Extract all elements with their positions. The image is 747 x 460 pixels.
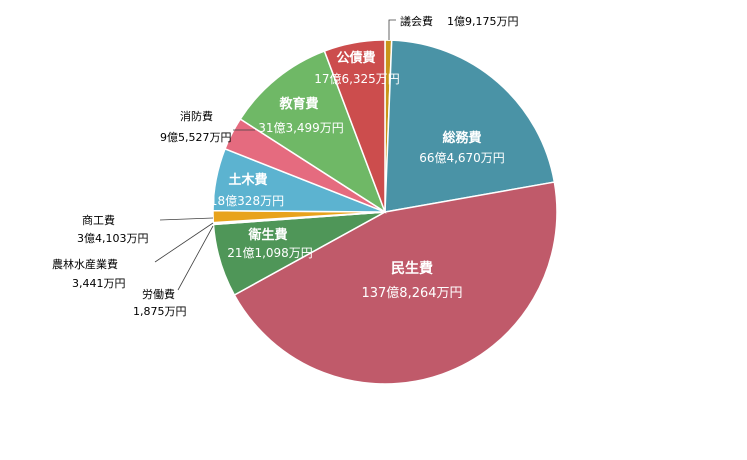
leader-line bbox=[177, 225, 214, 291]
slice-value-label: 1億9,175万円 bbox=[447, 15, 519, 28]
slice-value-label: 9億5,527万円 bbox=[160, 131, 232, 144]
leader-line bbox=[159, 217, 214, 221]
slice-name-label: 土木費 bbox=[228, 172, 267, 188]
slice-value-label: 17億6,325万円 bbox=[314, 72, 400, 86]
slice-name-label: 消防費 bbox=[180, 109, 213, 123]
slice-name-label: 教育費 bbox=[278, 96, 318, 112]
slice-label: 議会費 1億9,175万円 bbox=[400, 14, 519, 28]
pie-slice bbox=[239, 50, 387, 214]
pie-slices bbox=[212, 39, 558, 385]
slice-name-label: 公債費 bbox=[336, 50, 375, 66]
slice-name-label: 総務費 bbox=[442, 130, 481, 146]
slice-name-label: 商工費 bbox=[82, 213, 115, 227]
leader-line bbox=[154, 222, 214, 263]
pie-slice bbox=[323, 39, 386, 213]
slice-name-label: 民生費 bbox=[391, 260, 433, 277]
slice-value-label: 1,875万円 bbox=[133, 305, 187, 318]
slice-name-label: 議会費 bbox=[400, 14, 433, 28]
leader-line bbox=[388, 19, 396, 40]
slice-value-label: 18億328万円 bbox=[210, 194, 284, 208]
slice-name-label: 農林水産業費 bbox=[52, 257, 118, 271]
pie-slice bbox=[384, 39, 556, 213]
slice-name-label: 労働費 bbox=[142, 287, 175, 301]
slice-value-label: 3,441万円 bbox=[72, 277, 126, 290]
slice-value-label: 66億4,670万円 bbox=[419, 151, 505, 165]
slice-value-label: 21億1,098万円 bbox=[227, 246, 313, 260]
leader-lines bbox=[154, 19, 396, 291]
pie-slice bbox=[233, 181, 558, 385]
slice-value-label: 137億8,264万円 bbox=[361, 285, 462, 301]
slice-name-label: 衛生費 bbox=[247, 227, 287, 243]
slice-value-label: 31億3,499万円 bbox=[258, 121, 344, 135]
slice-value-label: 3億4,103万円 bbox=[77, 232, 149, 245]
